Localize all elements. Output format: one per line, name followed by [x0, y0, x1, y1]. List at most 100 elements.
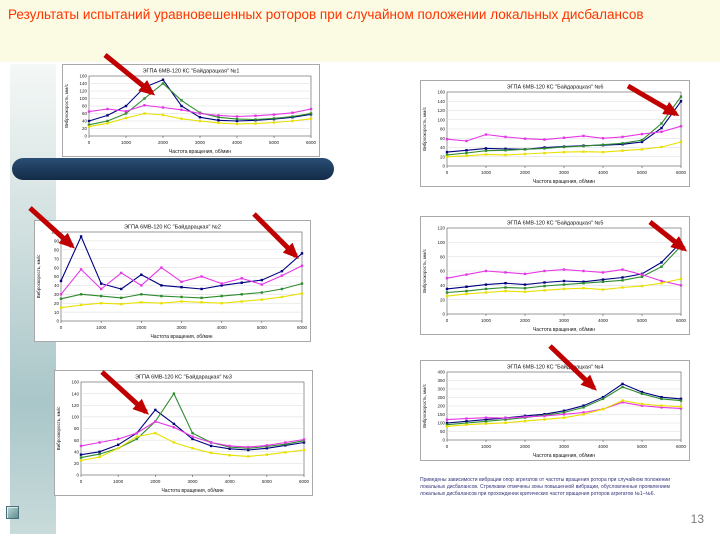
svg-text:40: 40 — [54, 283, 60, 288]
svg-text:4000: 4000 — [598, 318, 609, 323]
svg-text:140: 140 — [71, 391, 79, 396]
svg-text:ЭГПА 6МВ-120 КС "Байдарацкая": ЭГПА 6МВ-120 КС "Байдарацкая" №5 — [507, 220, 604, 227]
svg-text:0: 0 — [442, 312, 445, 317]
svg-text:2000: 2000 — [520, 170, 531, 175]
svg-text:4000: 4000 — [217, 325, 228, 330]
svg-text:1000: 1000 — [96, 325, 107, 330]
svg-text:0: 0 — [88, 140, 91, 145]
svg-text:Виброскорость, мм/с: Виброскорость, мм/с — [36, 254, 41, 298]
svg-text:Виброскорость, мм/с: Виброскорость, мм/с — [64, 83, 69, 127]
svg-text:3000: 3000 — [187, 479, 198, 484]
svg-text:50: 50 — [54, 274, 60, 279]
svg-text:6000: 6000 — [676, 444, 687, 449]
svg-text:0: 0 — [76, 473, 79, 478]
list-bullet-icon — [6, 506, 19, 519]
svg-text:400: 400 — [437, 370, 445, 375]
svg-text:5000: 5000 — [269, 140, 280, 145]
svg-text:100: 100 — [51, 230, 59, 235]
svg-text:ЭГПА 6МВ-120 КС "Байдарацкая": ЭГПА 6МВ-120 КС "Байдарацкая" №1 — [143, 68, 240, 75]
svg-text:Частота вращения, об/мин: Частота вращения, об/мин — [533, 179, 595, 185]
svg-text:120: 120 — [71, 403, 79, 408]
svg-text:3000: 3000 — [559, 170, 570, 175]
svg-text:120: 120 — [437, 108, 445, 113]
svg-text:90: 90 — [54, 239, 60, 244]
svg-text:5000: 5000 — [262, 479, 273, 484]
svg-text:Частота вращения, об/мин: Частота вращения, об/мин — [150, 334, 212, 340]
svg-text:1000: 1000 — [481, 318, 492, 323]
svg-text:3000: 3000 — [195, 140, 206, 145]
chart-unit-4: ЭГПА 6МВ-120 КС "Байдарацкая" №4 0 50 100 15… — [420, 360, 690, 461]
chart-unit-1: ЭГПА 6МВ-120 КС "Байдарацкая" №1 0 20 40 60 8… — [62, 64, 320, 157]
svg-text:2000: 2000 — [520, 318, 531, 323]
svg-text:1000: 1000 — [481, 444, 492, 449]
svg-text:40: 40 — [74, 449, 80, 454]
svg-text:ЭГПА 6МВ-120 КС "Байдарацкая": ЭГПА 6МВ-120 КС "Байдарацкая" №2 — [124, 224, 221, 231]
svg-text:100: 100 — [437, 240, 445, 245]
svg-text:120: 120 — [437, 226, 445, 231]
svg-text:20: 20 — [74, 461, 80, 466]
svg-text:70: 70 — [54, 256, 60, 261]
svg-text:0: 0 — [442, 438, 445, 443]
svg-text:ЭГПА 6МВ-120 КС "Байдарацкая": ЭГПА 6МВ-120 КС "Байдарацкая" №6 — [507, 84, 604, 91]
svg-text:80: 80 — [440, 254, 446, 259]
svg-text:160: 160 — [79, 74, 87, 79]
svg-text:0: 0 — [446, 444, 449, 449]
svg-text:5000: 5000 — [637, 444, 648, 449]
svg-text:60: 60 — [440, 269, 446, 274]
svg-text:Виброскорость, мм/с: Виброскорость, мм/с — [422, 248, 427, 292]
svg-text:80: 80 — [440, 127, 446, 132]
svg-text:5000: 5000 — [257, 325, 268, 330]
svg-text:0: 0 — [442, 164, 445, 169]
svg-text:300: 300 — [437, 387, 445, 392]
svg-text:Виброскорость, мм/с: Виброскорость, мм/с — [56, 406, 61, 450]
svg-text:Частота вращения, об/мин: Частота вращения, об/мин — [533, 453, 595, 459]
svg-text:60: 60 — [82, 111, 88, 116]
svg-text:20: 20 — [440, 297, 446, 302]
page-number: 13 — [690, 512, 704, 526]
svg-text:Частота вращения, об/мин: Частота вращения, об/мин — [169, 149, 231, 155]
chart-unit-6: ЭГПА 6МВ-120 КС "Байдарацкая" №6 0 20 40 60 8… — [420, 80, 690, 187]
svg-text:20: 20 — [82, 126, 88, 131]
svg-text:80: 80 — [54, 248, 60, 253]
svg-text:2000: 2000 — [150, 479, 161, 484]
svg-text:250: 250 — [437, 395, 445, 400]
svg-text:100: 100 — [437, 421, 445, 426]
svg-text:60: 60 — [74, 438, 80, 443]
svg-text:3000: 3000 — [559, 318, 570, 323]
svg-text:1000: 1000 — [113, 479, 124, 484]
svg-text:60: 60 — [54, 265, 60, 270]
svg-text:80: 80 — [74, 426, 80, 431]
svg-text:140: 140 — [437, 99, 445, 104]
svg-text:1000: 1000 — [481, 170, 492, 175]
svg-text:4000: 4000 — [598, 444, 609, 449]
title-band — [0, 0, 720, 62]
chart-unit-3: ЭГПА 6МВ-120 КС "Байдарацкая" №3 0 20 40 60 8… — [54, 370, 313, 496]
svg-text:100: 100 — [71, 415, 79, 420]
svg-text:6000: 6000 — [676, 318, 687, 323]
svg-text:0: 0 — [60, 325, 63, 330]
page-title: Результаты испытаний уравновешенных рото… — [8, 7, 644, 22]
svg-text:4000: 4000 — [598, 170, 609, 175]
svg-text:30: 30 — [54, 292, 60, 297]
svg-text:6000: 6000 — [306, 140, 317, 145]
svg-text:0: 0 — [84, 134, 87, 139]
svg-text:100: 100 — [437, 117, 445, 122]
svg-text:Частота вращения, об/мин: Частота вращения, об/мин — [161, 488, 223, 494]
svg-text:20: 20 — [54, 301, 60, 306]
svg-text:3000: 3000 — [559, 444, 570, 449]
svg-text:10: 10 — [54, 310, 60, 315]
svg-text:2000: 2000 — [158, 140, 169, 145]
svg-text:0: 0 — [446, 170, 449, 175]
svg-text:1000: 1000 — [121, 140, 132, 145]
svg-text:6000: 6000 — [299, 479, 310, 484]
svg-text:Частота вращения, об/мин: Частота вращения, об/мин — [533, 327, 595, 333]
svg-text:40: 40 — [440, 283, 446, 288]
svg-text:6000: 6000 — [676, 170, 687, 175]
svg-text:0: 0 — [80, 479, 83, 484]
svg-text:6000: 6000 — [297, 325, 308, 330]
svg-text:200: 200 — [437, 404, 445, 409]
svg-text:Виброскорость, мм/с: Виброскорость, мм/с — [422, 383, 427, 427]
svg-text:80: 80 — [82, 104, 88, 109]
svg-text:40: 40 — [82, 119, 88, 124]
svg-text:150: 150 — [437, 412, 445, 417]
